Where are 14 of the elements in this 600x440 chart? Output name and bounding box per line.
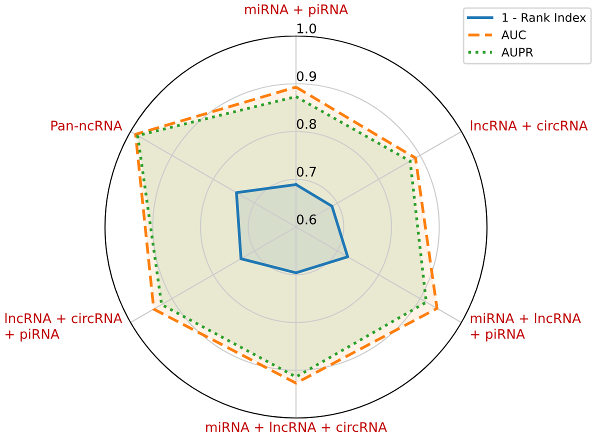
legend-label: 1 - Rank Index xyxy=(502,12,586,22)
y-tick-label: 0.8 xyxy=(296,118,316,129)
spoke-label: miRNA + piRNA xyxy=(245,4,348,17)
spoke-label: Pan-ncRNA xyxy=(51,120,122,131)
spoke-label: miRNA + lncRNA + circRNA xyxy=(206,422,387,432)
y-tick-label: 0.7 xyxy=(296,166,316,177)
y-tick-label: 0.6 xyxy=(296,214,316,224)
spoke-label: miRNA + lncRNA + piRNA xyxy=(470,313,581,342)
legend-label: AUPR xyxy=(501,48,534,57)
y-tick-label: 1.0 xyxy=(297,23,316,34)
spoke-label: lncRNA + circRNA xyxy=(470,120,588,131)
y-tick-label: 0.9 xyxy=(296,71,316,82)
legend-label: AUC xyxy=(501,30,526,40)
spoke-label: lncRNA + circRNA + piRNA xyxy=(5,313,122,342)
